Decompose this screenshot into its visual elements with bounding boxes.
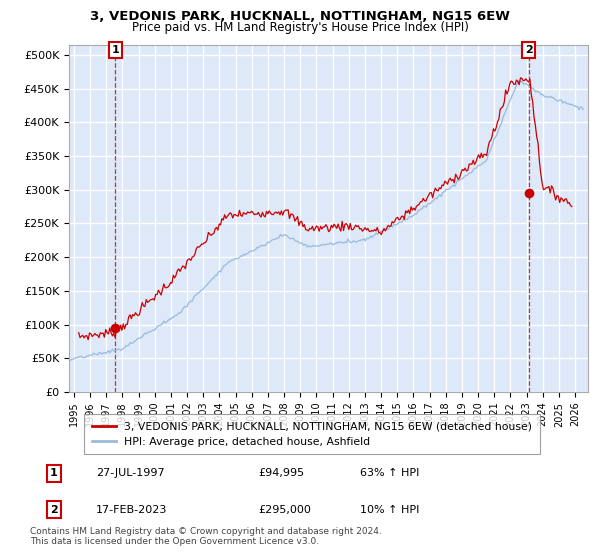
Legend: 3, VEDONIS PARK, HUCKNALL, NOTTINGHAM, NG15 6EW (detached house), HPI: Average p: 3, VEDONIS PARK, HUCKNALL, NOTTINGHAM, N… bbox=[84, 414, 540, 454]
Text: £94,995: £94,995 bbox=[258, 468, 304, 478]
Text: 1: 1 bbox=[112, 45, 119, 55]
Text: 1: 1 bbox=[50, 468, 58, 478]
Text: £295,000: £295,000 bbox=[258, 505, 311, 515]
Text: 63% ↑ HPI: 63% ↑ HPI bbox=[360, 468, 419, 478]
Text: 2: 2 bbox=[50, 505, 58, 515]
Text: Price paid vs. HM Land Registry's House Price Index (HPI): Price paid vs. HM Land Registry's House … bbox=[131, 21, 469, 34]
Text: 17-FEB-2023: 17-FEB-2023 bbox=[96, 505, 167, 515]
Text: Contains HM Land Registry data © Crown copyright and database right 2024.
This d: Contains HM Land Registry data © Crown c… bbox=[30, 526, 382, 546]
Text: 27-JUL-1997: 27-JUL-1997 bbox=[96, 468, 164, 478]
Text: 3, VEDONIS PARK, HUCKNALL, NOTTINGHAM, NG15 6EW: 3, VEDONIS PARK, HUCKNALL, NOTTINGHAM, N… bbox=[90, 10, 510, 23]
Text: 2: 2 bbox=[524, 45, 532, 55]
Text: 10% ↑ HPI: 10% ↑ HPI bbox=[360, 505, 419, 515]
